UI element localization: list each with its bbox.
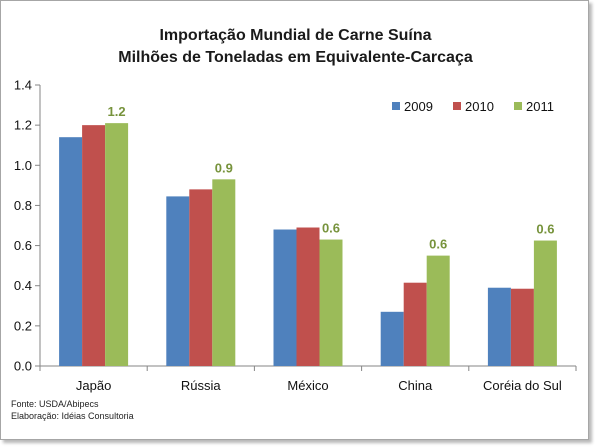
x-category-label: México [287,378,328,393]
bar-2009 [59,137,83,366]
y-tick-label: 0.4 [14,278,32,293]
legend-swatch-2010 [453,102,461,110]
y-tick-label: 1.4 [14,78,32,93]
bar-2010 [510,288,534,366]
bar-2010 [189,189,213,366]
data-label: 0.6 [322,221,340,236]
y-tick-label: 0.0 [14,359,32,374]
source-note: Fonte: USDA/Abipecs [11,399,99,409]
data-label: 0.6 [429,237,447,252]
data-labels: 1.2 0.9 0.6 0.6 0.6 [108,104,555,251]
bar-2011 [105,123,129,366]
bar-2010 [296,227,320,366]
bar-2011 [426,255,450,366]
bar-2011 [319,239,343,366]
bar-2009 [273,229,297,366]
bars [59,123,557,367]
bar-2011 [533,240,557,366]
x-category-label: China [398,378,433,393]
bar-chart: 0.0 0.2 0.4 0.6 0.8 1.0 1.2 1.4 Japão Rússia Méxic… [14,78,577,393]
y-tick-label: 0.8 [14,198,32,213]
bar-2010 [403,282,427,366]
bar-2009 [487,287,511,366]
legend-label: 2009 [404,99,433,114]
data-label: 0.9 [215,160,233,175]
bar-2010 [82,125,106,367]
x-category-label: Coréia do Sul [483,378,562,393]
x-category-label: Japão [76,378,111,393]
y-tick-label: 1.0 [14,158,32,173]
bar-2011 [212,179,236,366]
legend-swatch-2011 [514,102,522,110]
chart-title: Importação Mundial de Carne Suína [159,27,432,44]
x-category-label: Rússia [181,378,222,393]
bar-2009 [380,311,404,366]
legend-label: 2010 [465,99,494,114]
y-tick-label: 0.6 [14,238,32,253]
chart-subtitle: Milhões de Toneladas em Equivalente-Carc… [118,49,473,66]
legend-label: 2011 [526,99,554,114]
legend: 2009 2010 2011 [392,99,554,114]
y-tick-label: 0.2 [14,318,32,333]
prepared-by-note: Elaboração: Idéias Consultoria [11,411,134,421]
chart-frame: Importação Mundial de Carne Suína Milhõe… [0,0,589,440]
axes: 0.0 0.2 0.4 0.6 0.8 1.0 1.2 1.4 Japão Rússia Méxic… [14,78,577,393]
data-label: 0.6 [536,222,554,237]
bar-2009 [166,196,190,366]
legend-swatch-2009 [392,102,400,110]
data-label: 1.2 [108,104,126,119]
y-tick-label: 1.2 [14,118,32,133]
